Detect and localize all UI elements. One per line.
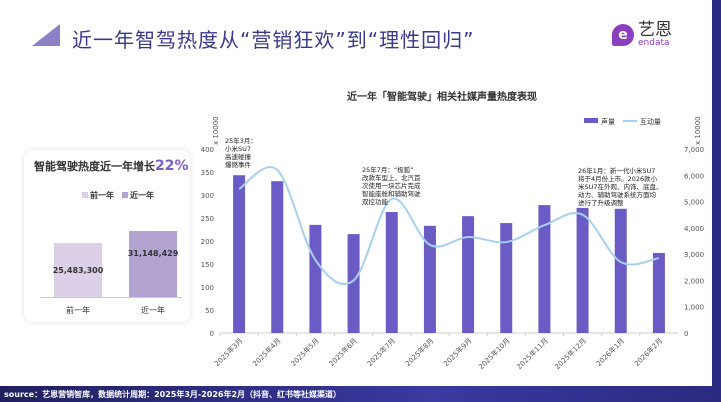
label-prev: 前一年 [66,306,90,315]
right-tick: 2,000 [684,277,704,285]
x-tick-label: 2025年9月 [441,336,473,368]
bar-recent-year: 31,148,429 [128,231,178,298]
x-tick-label: 2025年3月 [212,336,244,368]
bar-2025年5月 [309,224,322,333]
volume-chart: 近一年「智能驾驶」相关社媒声量热度表现 声量 互动量 x 10000 x 100… [201,90,704,371]
x-tick-label: 2025年7月 [365,336,397,368]
legend-bar-label: 声量 [601,117,615,126]
annotation-line: 智能座舱和辅助驾驶 [362,189,421,198]
left-tick: 150 [201,261,214,269]
legend-bar-swatch [584,118,598,123]
bar-prev-year: 25,483,300 [53,243,103,298]
x-tick-label: 2025年10月 [476,336,511,371]
bar-2025年4月 [271,181,284,333]
logo-en: endata [638,38,670,48]
left-tick: 100 [201,284,214,292]
x-tick-label: 2026年2月 [632,336,664,368]
baseline [40,297,182,298]
right-tick: 1,000 [684,304,704,312]
bar-2025年9月 [462,216,475,333]
x-tick-label: 2025年6月 [327,336,359,368]
left-tick: 250 [201,215,214,223]
summary-card: 智能驾驶热度近一年增长22% 前一年 近一年 25,483,300 31,148… [24,150,190,322]
bar-2026年1月 [614,208,627,333]
bar-2025年10月 [500,223,513,333]
x-tick-label: 2025年4月 [251,336,283,368]
left-tick: 300 [201,192,214,200]
logo-cn: 艺恩 [638,20,672,40]
summary-title: 智能驾驶热度近一年增长22% [34,158,189,174]
left-tick: 0 [210,330,214,338]
right-tick: 6,000 [684,172,704,180]
right-tick: 4,000 [684,225,704,233]
right-tick: 0 [684,330,688,338]
annotation-line: 进行了升级调整 [578,198,624,207]
chart-legend: 声量 互动量 [584,117,661,126]
annotation-line: 爆燃事件 [225,160,252,169]
bar-2025年7月 [385,212,398,333]
legend-prev: 前一年 [82,190,114,201]
right-tick: 5,000 [684,199,704,207]
right-tick: 7,000 [684,146,704,154]
annotation-line: 次使用一块芯片完成 [362,181,421,190]
label-recent: 近一年 [141,306,165,315]
left-tick: 50 [205,307,214,315]
annotation-line: 小米SU7 [225,144,251,153]
bar-2025年12月 [576,207,589,333]
left-tick: 400 [201,146,214,154]
chart-title: 近一年「智能驾驶」相关社媒声量热度表现 [347,90,537,103]
page-title: 近一年智驾热度从“营销狂欢”到“理性回归” [72,28,475,52]
x-tick-label: 2025年8月 [403,336,435,368]
left-tick: 200 [201,238,214,246]
logo-icon: e [612,24,634,46]
x-tick-label: 2025年5月 [289,336,321,368]
logo: e 艺恩 endata [612,22,672,48]
x-tick-label: 2025年11月 [515,336,550,371]
annotation-line: 改款车型上，北汽首 [362,173,421,182]
legend-recent: 近一年 [122,190,154,201]
annotation-line: 26年1月：新一代小米SU7 [578,166,655,175]
annotation-line: 将于4月份上市。2026款小 [578,174,658,183]
annotation-line: 米SU7在外观、内饰、底盘、 [578,182,663,191]
interaction-line [238,166,660,286]
right-tick: 3,000 [684,251,704,259]
x-tick-label: 2026年1月 [594,336,626,368]
annotation-line: 25年3月： [225,136,257,145]
slide: 近一年智驾热度从“营销狂欢”到“理性回归” e 艺恩 endata 智能驾驶热度近… [0,0,712,386]
annotation-line: 高速碰撞 [225,152,252,161]
annotation-line: 25年7月：“极狐” [362,165,414,174]
bar-2025年6月 [347,234,360,333]
left-axis-unit: x 10000 [212,116,220,145]
right-axis-unit: x 10000 [694,116,702,145]
legend-line-label: 互动量 [640,117,661,126]
triangle-icon [32,24,60,46]
left-tick: 350 [201,169,214,177]
annotation-line: 双控功能 [362,197,389,206]
bar-2025年3月 [233,175,246,333]
bar-2025年8月 [423,225,436,333]
source-footer: source：艺恩营销智库，数据统计周期：2025年3月-2026年2月（抖音、… [4,390,342,399]
growth-value: 22% [155,158,189,174]
summary-legend: 前一年 近一年 [82,190,154,201]
annotation-line: 动力、辅助驾驶系统方面均 [578,190,657,199]
bar-2026年2月 [652,252,665,333]
x-tick-label: 2025年12月 [553,336,588,371]
bar-2025年11月 [538,205,551,333]
